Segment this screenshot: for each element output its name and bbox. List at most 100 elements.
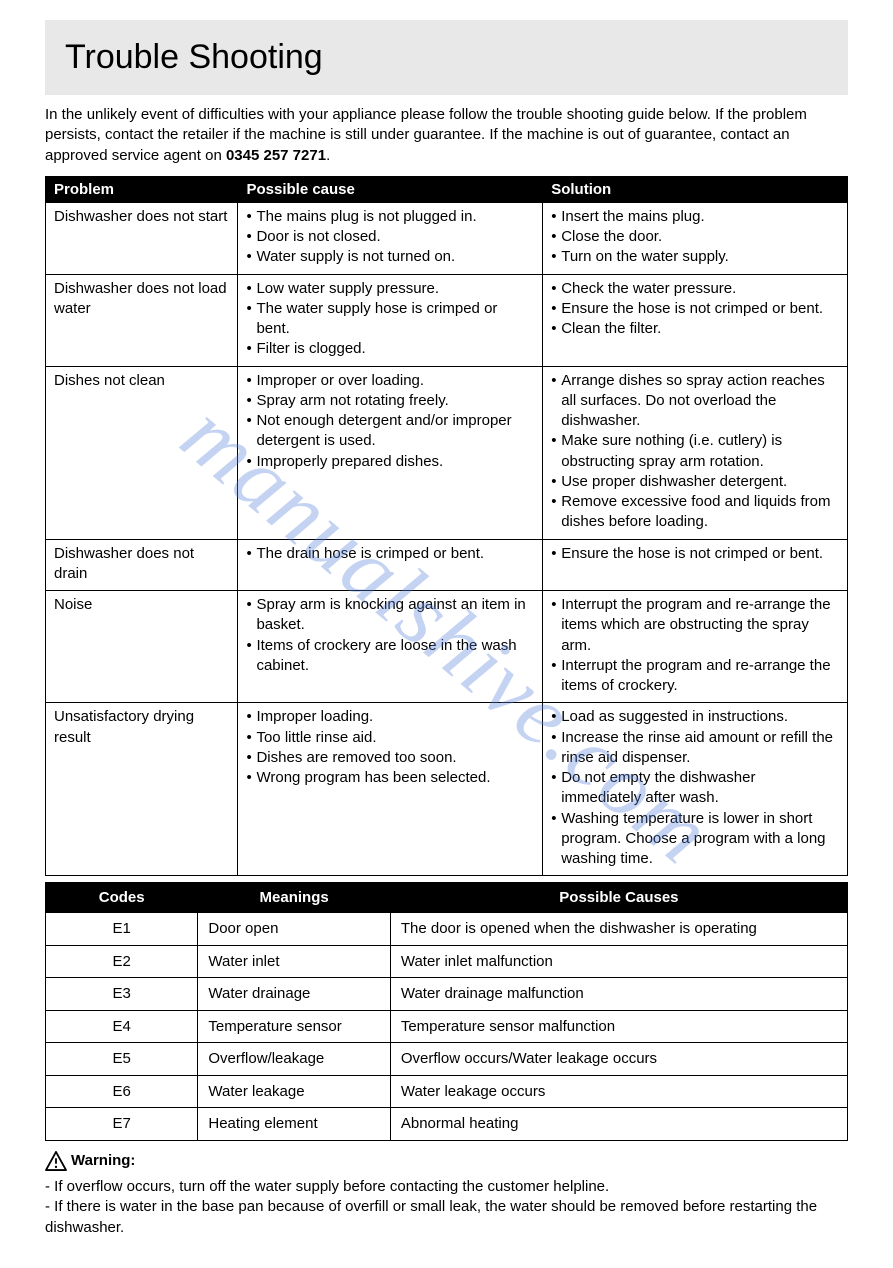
cell-code: E3 <box>46 978 198 1011</box>
header-meanings: Meanings <box>198 883 390 913</box>
bullet-text: Too little rinse aid. <box>256 728 534 748</box>
warning-block: Warning: - If overflow occurs, turn off … <box>45 1151 848 1238</box>
bullet-text: Items of crockery are loose in the wash … <box>256 636 534 677</box>
header-cause: Possible cause <box>238 176 543 202</box>
bullet-text: Clean the filter. <box>561 319 839 339</box>
table-header-row: Problem Possible cause Solution <box>46 176 848 202</box>
intro-paragraph: In the unlikely event of difficulties wi… <box>45 105 848 166</box>
title-bar: Trouble Shooting <box>45 20 848 95</box>
cell-possible-cause: Temperature sensor malfunction <box>390 1010 847 1043</box>
bullet-text: Arrange dishes so spray action reaches a… <box>561 371 839 432</box>
bullet-text: Dishes are removed too soon. <box>256 748 534 768</box>
cell-meaning: Overflow/leakage <box>198 1043 390 1076</box>
bullet-text: Close the door. <box>561 227 839 247</box>
cell-cause: • Spray arm is knocking against an item … <box>238 591 543 703</box>
cell-possible-cause: The door is opened when the dishwasher i… <box>390 913 847 946</box>
warning-line: - If overflow occurs, turn off the water… <box>45 1177 848 1197</box>
table-row: Dishwasher does not drain• The drain hos… <box>46 539 848 591</box>
intro-text-post: . <box>326 147 330 164</box>
cell-code: E5 <box>46 1043 198 1076</box>
bullet-text: Turn on the water supply. <box>561 247 839 267</box>
table-header-row: Codes Meanings Possible Causes <box>46 883 848 913</box>
bullet-text: Not enough detergent and/or improper det… <box>256 411 534 452</box>
cell-cause: • Improper or over loading.• Spray arm n… <box>238 366 543 539</box>
table-row: E5Overflow/leakageOverflow occurs/Water … <box>46 1043 848 1076</box>
header-problem: Problem <box>46 176 238 202</box>
bullet-text: Washing temperature is lower in short pr… <box>561 809 839 870</box>
table-row: Dishwasher does not load water• Low wate… <box>46 274 848 366</box>
cell-problem: Unsatisfactory drying result <box>46 703 238 876</box>
cell-cause: • The drain hose is crimped or bent. <box>238 539 543 591</box>
cell-solution: • Ensure the hose is not crimped or bent… <box>543 539 848 591</box>
bullet-text: Ensure the hose is not crimped or bent. <box>561 544 839 564</box>
error-codes-table: Codes Meanings Possible Causes E1Door op… <box>45 882 848 1141</box>
bullet-text: Check the water pressure. <box>561 279 839 299</box>
cell-code: E1 <box>46 913 198 946</box>
cell-solution: • Load as suggested in instructions.• In… <box>543 703 848 876</box>
bullet-text: Increase the rinse aid amount or refill … <box>561 728 839 769</box>
table-row: E4Temperature sensorTemperature sensor m… <box>46 1010 848 1043</box>
bullet-text: Improperly prepared dishes. <box>256 452 534 472</box>
header-possible-causes: Possible Causes <box>390 883 847 913</box>
bullet-text: Improper loading. <box>256 707 534 727</box>
bullet-text: Make sure nothing (i.e. cutlery) is obst… <box>561 431 839 472</box>
table-row: Dishes not clean• Improper or over loadi… <box>46 366 848 539</box>
bullet-text: Low water supply pressure. <box>256 279 534 299</box>
table-row: E3Water drainageWater drainage malfuncti… <box>46 978 848 1011</box>
table-row: Noise• Spray arm is knocking against an … <box>46 591 848 703</box>
document-page: manualshive.com Trouble Shooting In the … <box>0 0 893 1268</box>
bullet-text: Insert the mains plug. <box>561 207 839 227</box>
cell-possible-cause: Water leakage occurs <box>390 1075 847 1108</box>
cell-code: E7 <box>46 1108 198 1141</box>
cell-solution: • Check the water pressure.• Ensure the … <box>543 274 848 366</box>
warning-label: Warning: <box>71 1151 135 1171</box>
page-title: Trouble Shooting <box>65 38 828 77</box>
cell-possible-cause: Water drainage malfunction <box>390 978 847 1011</box>
table-row: Dishwasher does not start• The mains plu… <box>46 202 848 274</box>
cell-cause: • Improper loading.• Too little rinse ai… <box>238 703 543 876</box>
service-phone: 0345 257 7271 <box>226 147 326 164</box>
bullet-text: The drain hose is crimped or bent. <box>256 544 534 564</box>
table-row: Unsatisfactory drying result• Improper l… <box>46 703 848 876</box>
intro-text-pre: In the unlikely event of difficulties wi… <box>45 106 807 164</box>
cell-cause: • The mains plug is not plugged in.• Doo… <box>238 202 543 274</box>
bullet-text: Remove excessive food and liquids from d… <box>561 492 839 533</box>
bullet-text: Improper or over loading. <box>256 371 534 391</box>
bullet-text: Ensure the hose is not crimped or bent. <box>561 299 839 319</box>
cell-possible-cause: Water inlet malfunction <box>390 945 847 978</box>
cell-problem: Dishwasher does not load water <box>46 274 238 366</box>
bullet-text: The water supply hose is crimped or bent… <box>256 299 534 340</box>
bullet-text: The mains plug is not plugged in. <box>256 207 534 227</box>
bullet-text: Door is not closed. <box>256 227 534 247</box>
cell-solution: • Interrupt the program and re-arrange t… <box>543 591 848 703</box>
cell-solution: • Insert the mains plug.• Close the door… <box>543 202 848 274</box>
bullet-text: Load as suggested in instructions. <box>561 707 839 727</box>
warning-icon <box>45 1151 67 1171</box>
bullet-text: Filter is clogged. <box>256 339 534 359</box>
cell-code: E6 <box>46 1075 198 1108</box>
cell-problem: Dishes not clean <box>46 366 238 539</box>
cell-cause: • Low water supply pressure.• The water … <box>238 274 543 366</box>
cell-meaning: Water inlet <box>198 945 390 978</box>
cell-meaning: Water leakage <box>198 1075 390 1108</box>
header-codes: Codes <box>46 883 198 913</box>
bullet-text: Spray arm not rotating freely. <box>256 391 534 411</box>
bullet-text: Spray arm is knocking against an item in… <box>256 595 534 636</box>
cell-problem: Dishwasher does not drain <box>46 539 238 591</box>
warning-heading: Warning: <box>45 1151 135 1171</box>
cell-possible-cause: Abnormal heating <box>390 1108 847 1141</box>
cell-possible-cause: Overflow occurs/Water leakage occurs <box>390 1043 847 1076</box>
cell-meaning: Temperature sensor <box>198 1010 390 1043</box>
bullet-text: Do not empty the dishwasher immediately … <box>561 768 839 809</box>
bullet-text: Water supply is not turned on. <box>256 247 534 267</box>
header-solution: Solution <box>543 176 848 202</box>
warning-line: - If there is water in the base pan beca… <box>45 1197 848 1238</box>
table-row: E2Water inletWater inlet malfunction <box>46 945 848 978</box>
cell-problem: Dishwasher does not start <box>46 202 238 274</box>
bullet-text: Interrupt the program and re-arrange the… <box>561 656 839 697</box>
bullet-text: Interrupt the program and re-arrange the… <box>561 595 839 656</box>
table-row: E7Heating elementAbnormal heating <box>46 1108 848 1141</box>
cell-solution: • Arrange dishes so spray action reaches… <box>543 366 848 539</box>
cell-code: E4 <box>46 1010 198 1043</box>
cell-problem: Noise <box>46 591 238 703</box>
